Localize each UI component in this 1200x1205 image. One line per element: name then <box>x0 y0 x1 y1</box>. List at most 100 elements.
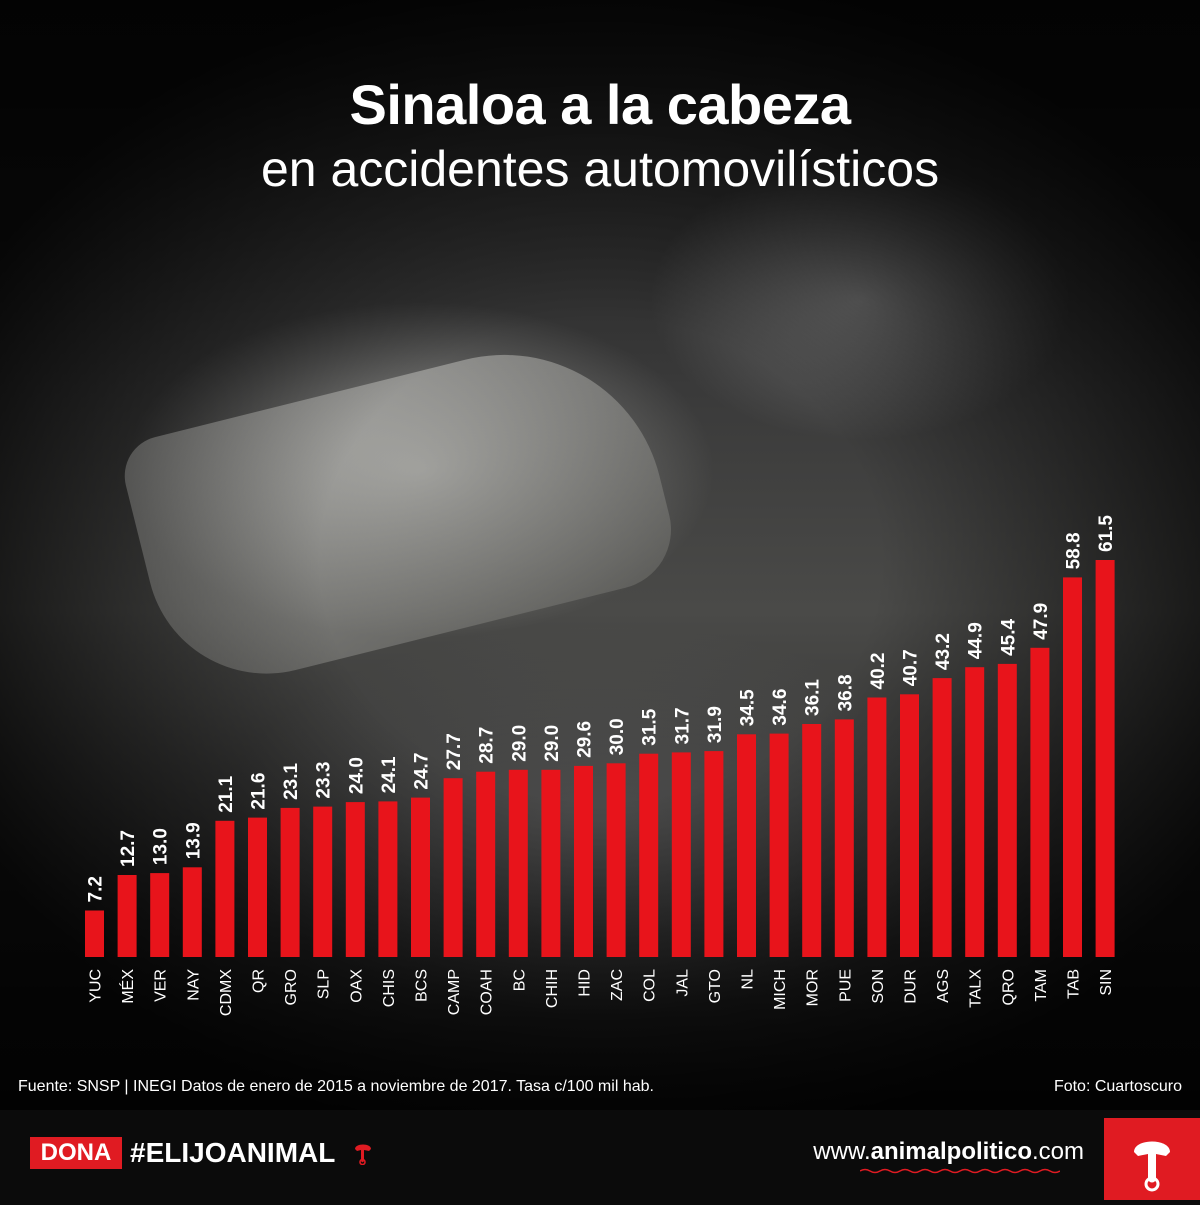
category-label: QR <box>251 969 268 993</box>
bar-gro <box>280 807 300 957</box>
bar-jal <box>671 752 691 957</box>
value-label: 47.9 <box>1031 603 1052 640</box>
bar-mor <box>802 724 822 957</box>
value-label: 27.7 <box>444 733 465 770</box>
site-underline-decoration <box>860 1168 1060 1174</box>
bar-gto <box>704 751 724 957</box>
category-label: CAMP <box>446 969 463 1015</box>
value-label: 31.9 <box>705 706 726 743</box>
bar-yuc <box>85 910 104 957</box>
category-label: CHIS <box>381 969 398 1007</box>
value-label: 43.2 <box>933 633 954 670</box>
category-label: SIN <box>1098 969 1115 996</box>
bar-tab <box>1063 577 1082 957</box>
value-label: 30.0 <box>607 718 628 755</box>
value-label: 31.5 <box>640 708 661 745</box>
category-label: SON <box>870 969 887 1004</box>
hashtag-link[interactable]: #ELIJOANIMAL <box>130 1137 336 1168</box>
category-label: COL <box>642 969 659 1002</box>
bar-ver <box>150 873 170 957</box>
value-label: 21.6 <box>249 773 270 810</box>
value-label: 29.0 <box>509 725 530 762</box>
category-label: TALX <box>968 969 985 1008</box>
bar-nl <box>737 734 756 957</box>
value-label: 24.7 <box>412 753 433 790</box>
footer-bar <box>0 1110 1200 1200</box>
site-prefix: www. <box>813 1138 871 1165</box>
bar-coah <box>476 771 496 957</box>
value-label: 61.5 <box>1096 515 1117 552</box>
category-label: AGS <box>935 969 952 1003</box>
value-label: 13.9 <box>183 822 204 859</box>
category-label: HID <box>577 969 594 997</box>
category-label: CHIH <box>544 969 561 1008</box>
source-note: Fuente: SNSP | INEGI Datos de enero de 2… <box>18 1078 654 1095</box>
bar-col <box>639 753 659 957</box>
bar-oax <box>345 802 365 957</box>
value-label: 34.6 <box>770 689 791 726</box>
bar-ags <box>932 678 952 957</box>
category-label: MICH <box>772 969 789 1010</box>
category-label: QRO <box>1000 969 1017 1005</box>
category-label: YUC <box>88 969 105 1003</box>
category-label: OAX <box>348 969 365 1003</box>
value-label: 34.5 <box>738 689 759 726</box>
value-label: 36.1 <box>803 679 824 716</box>
category-label: TAB <box>1066 969 1083 999</box>
bar-pue <box>834 719 854 957</box>
value-label: 40.2 <box>868 653 889 690</box>
value-label: 23.3 <box>314 762 335 799</box>
category-label: TAM <box>1033 969 1050 1002</box>
category-label: GTO <box>707 969 724 1003</box>
category-label: PUE <box>837 969 854 1002</box>
value-label: 36.8 <box>835 674 856 711</box>
value-label: 45.4 <box>998 618 1019 655</box>
category-label: GRO <box>283 969 300 1005</box>
category-label: JAL <box>674 969 691 997</box>
category-label: SLP <box>316 969 333 999</box>
animal-logo-icon <box>1134 1141 1170 1192</box>
bar-cdmx <box>215 820 235 957</box>
page-subtitle: en accidentes automovilísticos <box>260 141 940 197</box>
bar-talx <box>965 667 985 957</box>
bar-méx <box>117 875 137 957</box>
value-label: 31.7 <box>672 707 693 744</box>
category-label: MÉX <box>118 969 137 1004</box>
site-brand: animalpolitico <box>870 1138 1032 1165</box>
bar-bc <box>508 769 528 957</box>
bar-nay <box>182 867 202 957</box>
value-label: 44.9 <box>966 622 987 659</box>
value-label: 12.7 <box>118 830 139 867</box>
category-label: BC <box>511 969 528 991</box>
donate-button[interactable]: DONA <box>30 1137 122 1169</box>
value-label: 7.2 <box>86 876 107 902</box>
bar-qr <box>248 817 267 957</box>
bar-sin <box>1095 560 1115 957</box>
category-label: ZAC <box>609 969 626 1001</box>
page-title: Sinaloa a la cabeza <box>349 73 851 136</box>
value-label: 58.8 <box>1064 532 1085 569</box>
photo-credit: Foto: Cuartoscuro <box>1053 1078 1182 1095</box>
bar-mich <box>769 733 789 957</box>
bar-camp <box>443 778 463 957</box>
bar-tam <box>1030 647 1050 957</box>
category-label: MOR <box>805 969 822 1006</box>
bar-chart: 7.2 YUC 12.7 MÉX 13.0 VER 13.9 NAY 21.1 CDMX 21.6 Q… <box>85 515 1117 1016</box>
category-label: CDMX <box>218 969 235 1016</box>
site-suffix: .com <box>1031 1138 1084 1165</box>
bar-qro <box>997 663 1017 957</box>
value-label: 23.1 <box>281 762 302 799</box>
category-label: VER <box>153 969 170 1002</box>
category-label: DUR <box>903 969 920 1004</box>
animal-mini-icon <box>355 1144 371 1165</box>
bar-son <box>867 697 887 957</box>
bar-bcs <box>411 797 430 957</box>
bar-dur <box>900 694 919 957</box>
category-label: NL <box>740 969 757 990</box>
animal-logo[interactable] <box>1104 1118 1200 1200</box>
site-link[interactable]: www.animalpolitico.com <box>813 1138 1084 1166</box>
value-label: 13.0 <box>151 828 172 865</box>
bar-chis <box>378 801 398 957</box>
bar-slp <box>313 806 333 957</box>
value-label: 29.6 <box>575 721 596 758</box>
